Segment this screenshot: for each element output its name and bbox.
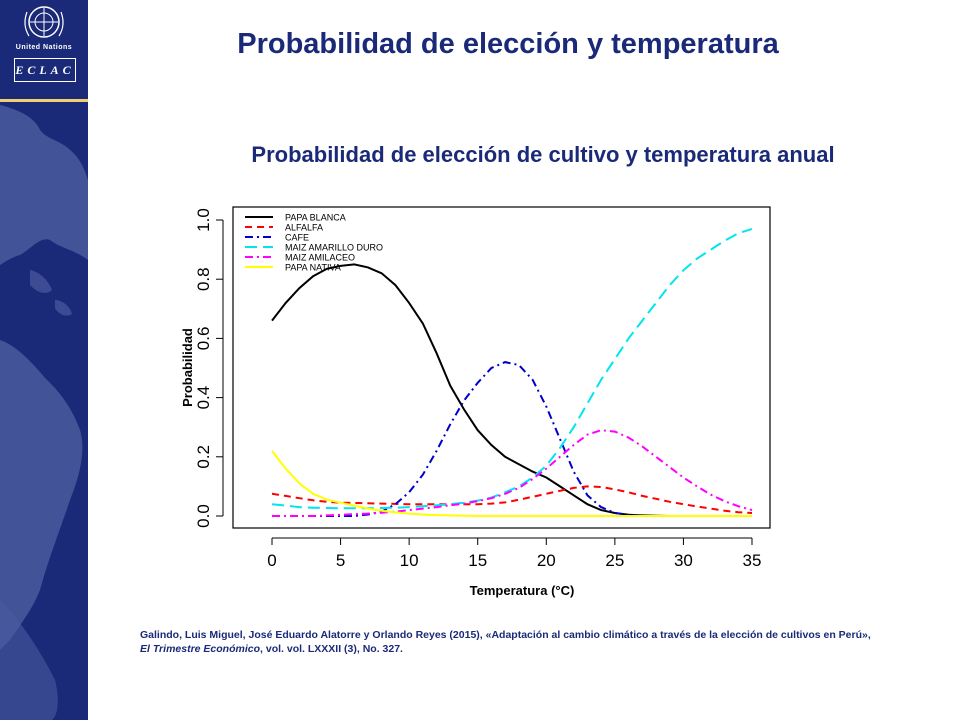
chart-title: Probabilidad de elección de cultivo y te… (251, 142, 835, 167)
x-tick-label: 35 (743, 551, 762, 570)
legend-label: PAPA NATIVA (285, 263, 341, 273)
citation-part2: , vol. vol. LXXXII (3), No. 327. (260, 643, 403, 655)
legend-label: ALFALFA (285, 223, 323, 233)
series-line-cafe (272, 361, 752, 517)
series-line-alfalfa (271, 485, 753, 514)
page-title: Probabilidad de elección y temperatura (237, 28, 779, 60)
citation-part1: Galindo, Luis Miguel, José Eduardo Alato… (140, 629, 871, 641)
x-axis-label: Temperatura (°C) (470, 583, 575, 598)
x-tick-label: 10 (400, 551, 419, 570)
x-tick-label: 25 (605, 551, 624, 570)
eclac-logo: ECLAC (14, 58, 76, 82)
legend-label: CAFE (285, 233, 309, 243)
logo-area: United Nations ECLAC (0, 0, 88, 100)
legend-label: PAPA BLANCA (285, 213, 346, 223)
x-tick-label: 20 (537, 551, 556, 570)
line-chart: 0 5 10 15 20 25 30 35 0.0 0.2 0.4 0.6 0.8 1.0 Temperat… (180, 206, 771, 598)
un-emblem-icon (24, 6, 64, 38)
x-tick-label: 5 (336, 551, 345, 570)
citation: Galindo, Luis Miguel, José Eduardo Alato… (140, 628, 880, 656)
series-line-maiz-amilaceo (272, 429, 753, 517)
x-tick-label: 0 (267, 551, 276, 570)
legend-label: MAIZ AMILACEO (285, 253, 355, 263)
sidebar-accent-line (0, 99, 88, 102)
y-tick-label: 0.8 (194, 267, 213, 291)
un-label: United Nations (15, 44, 73, 51)
plot-frame (232, 206, 771, 529)
x-tick-label: 30 (674, 551, 693, 570)
americas-map-decoration (0, 105, 88, 720)
sidebar: United Nations ECLAC (0, 0, 88, 720)
y-tick-label: 0.4 (194, 386, 213, 410)
y-tick-label: 0.0 (194, 504, 213, 528)
citation-journal: El Trimestre Económico (140, 643, 261, 655)
y-axis-label: Probabilidad (180, 328, 195, 407)
series-line-papa-blanca (271, 263, 752, 517)
y-tick-label: 0.2 (194, 445, 213, 469)
x-tick-label: 15 (468, 551, 487, 570)
series-line-maiz-amarillo-duro (271, 227, 753, 510)
series-line-papa-nativa (271, 450, 752, 517)
y-tick-label: 1.0 (194, 208, 213, 232)
legend-label: MAIZ AMARILLO DURO (285, 243, 383, 253)
y-tick-label: 0.6 (194, 327, 213, 351)
